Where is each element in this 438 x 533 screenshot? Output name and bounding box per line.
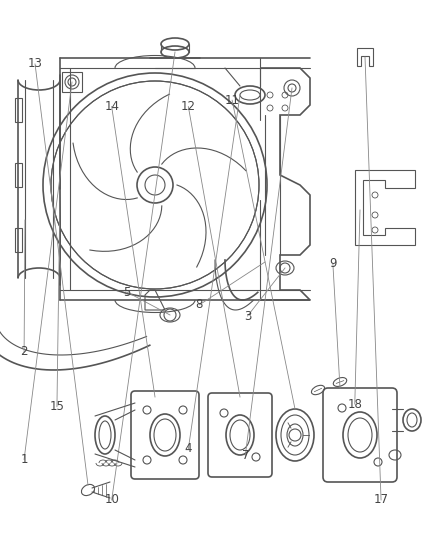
Text: 12: 12 [181, 100, 196, 113]
Text: 14: 14 [104, 100, 119, 113]
Text: 11: 11 [225, 94, 240, 107]
Text: 8: 8 [196, 298, 203, 311]
Text: 13: 13 [28, 58, 42, 70]
Text: 2: 2 [20, 345, 28, 358]
Text: 7: 7 [241, 449, 249, 462]
Text: 10: 10 [104, 494, 119, 506]
Text: 5: 5 [124, 286, 131, 298]
Text: 15: 15 [49, 400, 64, 413]
Text: 4: 4 [184, 442, 192, 455]
Text: 1: 1 [20, 453, 28, 466]
Text: 17: 17 [374, 494, 389, 506]
Text: 9: 9 [329, 257, 337, 270]
Text: 3: 3 [244, 310, 251, 322]
Text: 18: 18 [347, 398, 362, 410]
